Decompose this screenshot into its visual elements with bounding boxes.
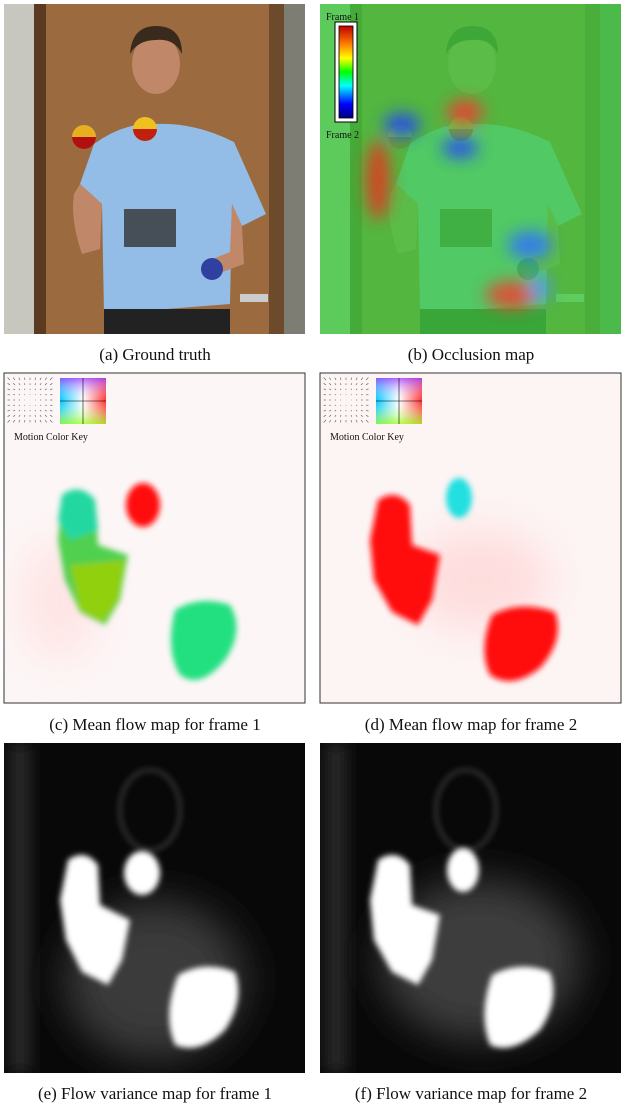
key-arrow	[340, 394, 341, 395]
caption: (e) Flow variance map for frame 1	[38, 1084, 272, 1103]
flow-variance-image	[4, 743, 305, 1073]
legend-label-top: Frame 1	[326, 12, 359, 23]
key-arrow	[35, 394, 36, 395]
legend-label-bottom: Frame 2	[326, 130, 359, 141]
key-arrow	[351, 394, 352, 395]
figure: (a) Ground truth Frame 1 Frame 2 (b) Occ…	[0, 0, 623, 1109]
key-arrow	[351, 405, 352, 406]
key-arrow	[35, 405, 36, 406]
caption: (b) Occlusion map	[408, 345, 535, 364]
key-arrow	[24, 405, 25, 406]
occlusion-map-image	[320, 4, 621, 334]
mean-flow-image	[320, 373, 621, 703]
key-arrow	[340, 405, 341, 406]
key-arrow	[24, 394, 25, 395]
flow-variance-image	[320, 743, 621, 1073]
caption: (a) Ground truth	[99, 345, 211, 364]
mean-flow-image	[4, 373, 305, 703]
key-label: Motion Color Key	[330, 432, 404, 443]
caption: (d) Mean flow map for frame 2	[365, 715, 577, 734]
caption: (f) Flow variance map for frame 2	[355, 1084, 587, 1103]
caption: (c) Mean flow map for frame 1	[49, 715, 260, 734]
key-label: Motion Color Key	[14, 432, 88, 443]
ground-truth-image	[4, 4, 305, 334]
